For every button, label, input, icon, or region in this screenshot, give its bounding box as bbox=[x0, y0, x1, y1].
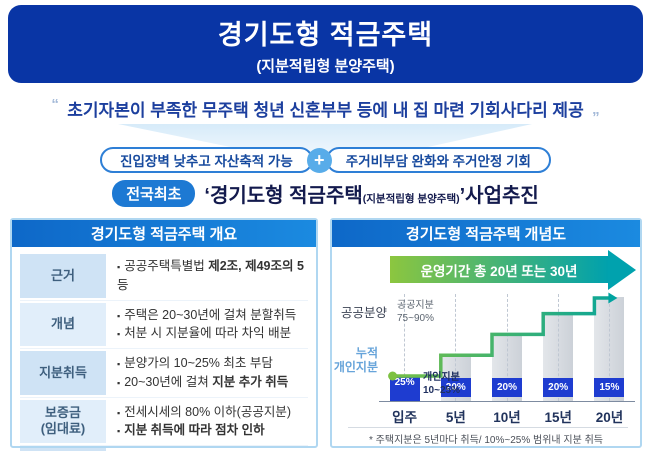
acquired-share-block: 20% bbox=[543, 378, 574, 397]
page-subtitle: (지분적립형 분양주택) bbox=[256, 57, 395, 75]
operation-period-banner: 운영기간 총 20년 또는 30년 bbox=[390, 256, 608, 283]
bullet-item: ▪ 분양가의 10~25% 최초 부담 bbox=[117, 354, 306, 373]
row-content: ▪ 전세시세의 80% 이하(공공지분) ▪ 지분 취득에 따라 점차 인하 bbox=[109, 398, 308, 446]
bullet-text: 등 bbox=[117, 277, 129, 292]
table-row: 근거 ▪ 공공주택특별법 제2조, 제49조의 5 등 bbox=[20, 252, 308, 301]
concept-panel: 경기도형 적금주택 개념도 운영기간 총 20년 또는 30년 공공분양 누적 … bbox=[330, 218, 642, 448]
personal-share-annotation: 개인지분 10~25% bbox=[423, 372, 460, 396]
gridline bbox=[557, 294, 559, 401]
bullet-icon: ▪ bbox=[117, 377, 121, 388]
step-line-svg bbox=[388, 292, 618, 381]
bar-value-label: 20% bbox=[445, 382, 466, 393]
headline-text: ‘경기도형 적금주택(지분적립형 분양주택)’사업추진 bbox=[204, 179, 538, 208]
benefit-pill-left-label: 진입장벽 낮추고 자산축적 가능 bbox=[120, 154, 293, 169]
bar-value-label: 25% bbox=[394, 377, 415, 388]
gridline bbox=[506, 294, 508, 401]
overview-panel-title: 경기도형 적금주택 개요 bbox=[12, 220, 316, 247]
x-axis-labels: 입주 5년 10년 15년 20년 bbox=[379, 406, 635, 426]
cumulative-personal-share-label: 누적 개인지분 bbox=[333, 346, 378, 375]
public-share-annotation: 공공지분 75~90% bbox=[397, 300, 434, 324]
bullet-item: ▪ 처분 시 지분율에 따라 차익 배분 bbox=[117, 324, 306, 343]
acquired-share-block: 20% bbox=[492, 378, 522, 397]
plus-icon: + bbox=[306, 147, 332, 173]
bullet-item: ▪ 공공주택특별법 제2조, 제49조의 5 등 bbox=[117, 257, 306, 295]
bullet-icon: ▪ bbox=[117, 407, 121, 418]
headline-suffix: 사업추진 bbox=[465, 185, 539, 207]
bullet-item: ▪ 전세시세의 80% 이하(공공지분) bbox=[117, 403, 306, 422]
bullet-text: 20~30년에 걸쳐 bbox=[124, 374, 213, 389]
benefit-pill-left: 진입장벽 낮추고 자산축적 가능 bbox=[100, 147, 313, 173]
x-axis-label: 15년 bbox=[544, 410, 572, 425]
row-content: ▪ 공공주택특별법 제2조, 제49조의 5 등 bbox=[109, 252, 308, 300]
gridline bbox=[455, 294, 457, 401]
page-title: 경기도형 적금주택 bbox=[217, 19, 434, 50]
bullet-text: 처분 시 지분율에 따라 차익 배분 bbox=[124, 326, 292, 341]
row-label: 개념 bbox=[20, 302, 106, 346]
bullet-item: ▪ 지분 취득에 따라 점차 인하 bbox=[117, 421, 306, 440]
headline-main: 경기도형 적금주택 bbox=[209, 185, 363, 207]
gridline bbox=[608, 294, 610, 401]
bullet-icon: ▪ bbox=[117, 310, 121, 321]
acquired-share-block: 20% bbox=[440, 378, 471, 397]
x-axis-label: 20년 bbox=[595, 410, 624, 425]
gridline bbox=[404, 294, 406, 401]
intro-quote-text: 초기자본이 부족한 무주택 청년 신혼부부 등에 내 집 마련 기회사다리 제공 bbox=[67, 101, 584, 120]
first-in-nation-badge: 전국최초 bbox=[112, 180, 196, 207]
intro-quote: “ 초기자본이 부족한 무주택 청년 신혼부부 등에 내 집 마련 기회사다리 … bbox=[0, 96, 651, 126]
benefit-pill-right-label: 주거비부담 완화와 주거안정 기회 bbox=[345, 154, 531, 169]
row-content: ▪거주의무 5년, 전매제한 10년 bbox=[109, 446, 308, 451]
bullet-text: 지분 추가 취득 bbox=[212, 374, 289, 389]
step-line-arrowhead-icon bbox=[608, 292, 618, 304]
overview-table: 근거 ▪ 공공주택특별법 제2조, 제49조의 5 등 개념 ▪ 주택은 20~30년에 … bbox=[20, 252, 308, 451]
bar-value-label: 20% bbox=[548, 382, 569, 393]
bullet-text: 지분 취득에 따라 점차 인하 bbox=[124, 423, 265, 438]
bullet-item: ▪ 20~30년에 걸쳐 지분 추가 취득 bbox=[117, 373, 306, 392]
x-axis-label: 입주 bbox=[392, 410, 418, 425]
headline-paren: (지분적립형 분양주택) bbox=[362, 193, 460, 205]
chart-footnote: * 주택지분은 5년마다 취득/ 10%~25% 범위내 지분 취득 bbox=[369, 435, 603, 446]
headline-close-quote: ’ bbox=[459, 185, 466, 207]
bullet-text: 공공주택특별법 bbox=[124, 259, 209, 273]
headline-open-quote: ‘ bbox=[204, 185, 210, 207]
public-sale-label: 공공분양 bbox=[341, 306, 388, 320]
headline: 전국최초 ‘경기도형 적금주택(지분적립형 분양주택)’사업추진 bbox=[0, 179, 651, 208]
overview-panel: 경기도형 적금주택 개요 근거 ▪ 공공주택특별법 제2조, 제49조의 5 등 개념… bbox=[10, 218, 318, 451]
row-label: 근거 bbox=[20, 254, 106, 298]
benefit-pill-right: 주거비부담 완화와 주거안정 기회 bbox=[325, 147, 551, 173]
bullet-text: 주택은 20~30년에 걸쳐 분할취득 bbox=[124, 307, 297, 322]
table-row: 지분취득 ▪ 분양가의 10~25% 최초 부담 ▪ 20~30년에 걸쳐 지분 추가 … bbox=[20, 349, 308, 398]
table-row: 매각제한▪거주의무 5년, 전매제한 10년 bbox=[20, 446, 308, 451]
bar-value-label: 20% bbox=[496, 382, 517, 393]
table-row: 개념 ▪ 주택은 20~30년에 걸쳐 분할취득 ▪ 처분 시 지분율에 따라 차익 배… bbox=[20, 301, 308, 349]
bullet-text: 분양가의 10~25% 최초 부담 bbox=[124, 356, 273, 370]
page-title-banner: 경기도형 적금주택 (지분적립형 분양주택) bbox=[8, 5, 643, 83]
bullet-item: ▪ 주택은 20~30년에 걸쳐 분할취득 bbox=[117, 306, 306, 325]
row-label: 보증금 (임대료) bbox=[20, 399, 106, 443]
step-line-start-dot bbox=[388, 371, 398, 381]
bullet-text: 전세시세의 80% 이하(공공지분) bbox=[124, 404, 291, 419]
row-label: 매각제한 bbox=[20, 448, 106, 451]
row-label: 지분취득 bbox=[20, 351, 106, 395]
cumulative-step-line bbox=[392, 296, 610, 378]
bullet-text: 제2조, 제49조의 5 bbox=[208, 259, 304, 273]
divider bbox=[348, 427, 628, 428]
banner-arrowhead-icon bbox=[608, 250, 636, 290]
row-content: ▪ 분양가의 10~25% 최초 부담 ▪ 20~30년에 걸쳐 지분 추가 취득 bbox=[109, 349, 308, 397]
bullet-icon: ▪ bbox=[117, 359, 121, 369]
chart-plot: 공공지분 75~90% 개인지분 10~25% 25% 20% 20% 20% 15% bbox=[379, 292, 635, 402]
close-quote-icon: ” bbox=[592, 109, 600, 126]
table-row: 보증금 (임대료) ▪ 전세시세의 80% 이하(공공지분) ▪ 지분 취득에 따라 점차… bbox=[20, 398, 308, 446]
bullet-icon: ▪ bbox=[117, 262, 121, 272]
concept-panel-title: 경기도형 적금주택 개념도 bbox=[332, 220, 640, 247]
x-axis-label: 10년 bbox=[493, 410, 521, 425]
x-axis-label: 5년 bbox=[445, 410, 466, 425]
bullet-icon: ▪ bbox=[117, 329, 121, 340]
benefit-pills: 진입장벽 낮추고 자산축적 가능 + 주거비부담 완화와 주거안정 기회 bbox=[0, 147, 651, 173]
acquired-share-block: 15% bbox=[594, 378, 625, 397]
bar-value-label: 15% bbox=[599, 382, 620, 393]
bullet-icon: ▪ bbox=[117, 426, 121, 437]
row-content: ▪ 주택은 20~30년에 걸쳐 분할취득 ▪ 처분 시 지분율에 따라 차익 배분 bbox=[109, 301, 308, 349]
open-quote-icon: “ bbox=[51, 96, 59, 113]
